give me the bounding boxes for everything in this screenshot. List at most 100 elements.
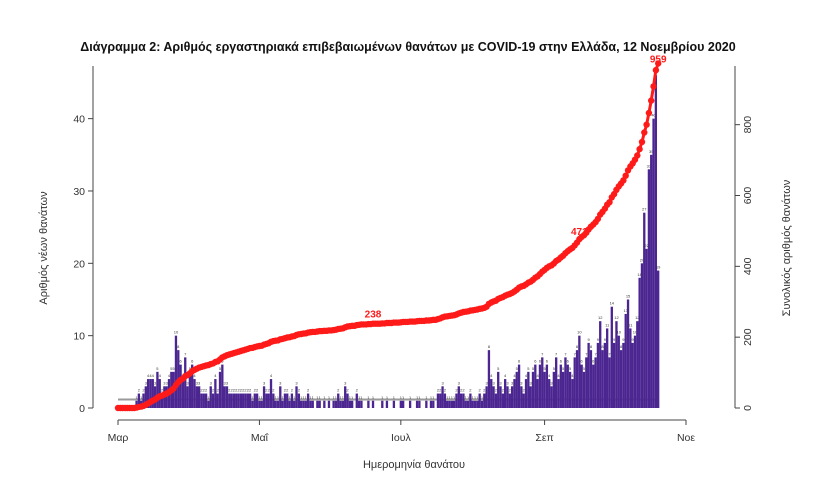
cumulative-labels: 238 471 959: [365, 54, 667, 320]
bar-value-label: 4: [149, 373, 152, 378]
bar-value-label: 1: [430, 395, 433, 400]
bar-value-label: 4: [504, 373, 507, 378]
daily-bar: [585, 357, 588, 408]
bar-value-label: 1: [319, 395, 322, 400]
daily-bar: [142, 393, 145, 408]
daily-bar: [371, 400, 375, 408]
daily-bar: [534, 364, 537, 408]
bar-value-label: 7: [541, 351, 544, 356]
daily-bar: [202, 393, 205, 408]
daily-bar: [508, 393, 511, 408]
bar-value-label: 2: [235, 388, 238, 393]
daily-bar: [221, 364, 224, 408]
daily-bar: [650, 154, 653, 408]
daily-bar: [218, 371, 222, 408]
bar-value-label: 3: [198, 380, 201, 385]
x-tick-label: Μαΐ: [251, 432, 269, 444]
bar-value-label: 1: [446, 395, 449, 400]
bar-value-label: 2: [479, 388, 482, 393]
daily-bar: [536, 379, 539, 408]
daily-bar: [311, 400, 314, 408]
bar-value-label: 2: [142, 388, 145, 393]
daily-bar: [596, 342, 600, 408]
bar-value-label: 2: [346, 388, 349, 393]
bar-value-label: 3: [492, 380, 495, 385]
bar-value-label: 5: [553, 366, 556, 371]
cumulative-point: [650, 83, 657, 90]
bar-value-label: 2: [460, 388, 463, 393]
cumulative-point: [636, 145, 643, 153]
daily-bar: [195, 386, 198, 408]
daily-bar: [248, 393, 252, 408]
daily-bar: [555, 357, 558, 408]
daily-bar: [592, 364, 595, 408]
daily-bar: [587, 342, 590, 408]
bar-value-label: 3: [279, 380, 282, 385]
y-left-tick-label: 40: [73, 114, 85, 126]
bar-value-label: 1: [400, 395, 403, 400]
bar-value-label: 9: [613, 337, 616, 342]
bar-value-label: 3: [166, 380, 169, 385]
bar-value-label: 6: [179, 359, 182, 364]
daily-bar: [207, 400, 210, 408]
bar-value-label: 1: [135, 395, 138, 400]
daily-bar: [550, 386, 553, 408]
bar-value-label: 2: [249, 388, 252, 393]
daily-bar: [594, 357, 597, 408]
bar-value-label: 2: [284, 388, 287, 393]
y-axis-left-label: Αριθμός νέων θανάτων: [38, 191, 50, 305]
bar-value-label: 1: [402, 395, 405, 400]
y-right-tick-label: 0: [742, 405, 754, 411]
bar-value-label: 7: [574, 351, 577, 356]
daily-bar: [188, 371, 192, 408]
daily-bar: [499, 386, 502, 408]
bar-value-label: 1: [251, 395, 254, 400]
daily-bar: [146, 379, 150, 408]
y-left-tick-label: 20: [73, 258, 85, 270]
daily-bar: [450, 400, 454, 408]
daily-bar: [274, 400, 277, 408]
bar-value-label: 2: [200, 388, 203, 393]
daily-bar: [137, 393, 141, 408]
bar-value-label: 5: [562, 366, 565, 371]
daily-bar: [251, 400, 254, 408]
bar-value-label: 1: [316, 395, 319, 400]
daily-bar: [309, 400, 312, 408]
x-tick-label: Νοε: [677, 432, 695, 444]
bar-value-label: 4: [537, 373, 540, 378]
bar-value-label: 1: [425, 395, 428, 400]
bar-value-label: 3: [458, 380, 461, 385]
bar-value-label: 11: [605, 322, 610, 327]
bar-value-label: 1: [312, 395, 315, 400]
bar-value-label: 8: [601, 344, 604, 349]
cumulative-label: 959: [650, 54, 667, 65]
daily-bar: [242, 393, 245, 408]
daily-bar: [200, 393, 203, 408]
daily-bar: [429, 400, 433, 408]
daily-bar: [258, 400, 261, 408]
bar-value-label: 2: [495, 388, 498, 393]
daily-bar: [517, 364, 521, 408]
bar-value-label: 3: [154, 380, 157, 385]
daily-bar: [564, 357, 567, 408]
daily-bar: [610, 306, 613, 408]
bar-value-label: 1: [258, 395, 261, 400]
bar-value-label: 2: [161, 388, 164, 393]
daily-bar: [652, 118, 655, 408]
daily-bar: [538, 364, 542, 408]
bar-value-label: 4: [193, 373, 196, 378]
y-left-tick-label: 0: [79, 403, 85, 415]
bar-value-label: 2: [469, 388, 472, 393]
daily-bar: [657, 270, 660, 408]
bar-value-label: 2: [286, 388, 289, 393]
bar-value-label: 1: [328, 395, 331, 400]
daily-bar: [286, 393, 289, 408]
bar-value-label: 11: [628, 322, 633, 327]
bar-value-label: 2: [228, 388, 231, 393]
daily-bar: [487, 350, 491, 408]
daily-bar: [524, 379, 528, 408]
daily-bar: [191, 364, 194, 408]
bar-value-label: 2: [256, 388, 259, 393]
bar-value-label: 8: [590, 344, 593, 349]
